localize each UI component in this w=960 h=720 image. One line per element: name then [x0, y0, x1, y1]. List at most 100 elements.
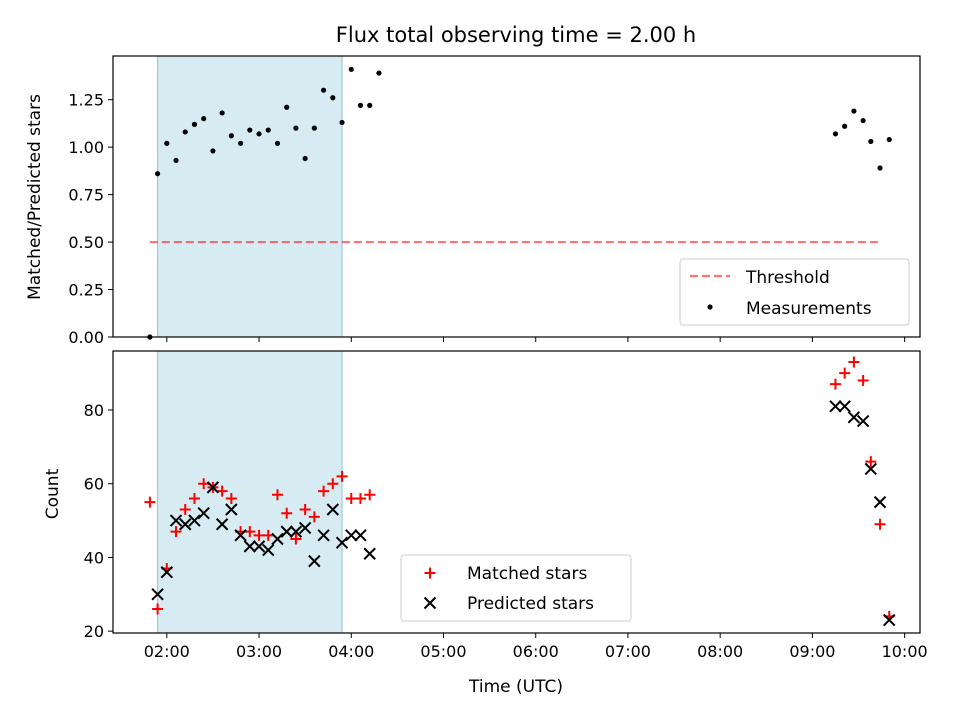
predicted-star-point — [326, 503, 340, 516]
matched-star-point — [216, 485, 228, 497]
measurement-point — [330, 95, 336, 101]
predicted-star-point — [151, 588, 164, 601]
predicted-star-point — [179, 518, 192, 531]
predicted-star-point — [864, 462, 878, 476]
top-y-tick-label: 1.25 — [68, 91, 104, 110]
predicted-star-point — [206, 481, 220, 494]
x-tick-label: 05:00 — [420, 642, 466, 661]
measurement-point — [376, 70, 382, 76]
predicted-star-point — [289, 525, 303, 538]
bottom-series-2 — [151, 400, 896, 627]
predicted-star-point — [317, 529, 330, 542]
predicted-star-point — [308, 554, 321, 568]
matched-star-point — [874, 518, 886, 530]
measurement-point — [154, 171, 161, 177]
measurement-point — [311, 125, 317, 131]
matched-star-point — [829, 378, 841, 390]
measurement-point — [237, 140, 244, 146]
legend-matched-label: Matched stars — [467, 564, 587, 584]
bottom-y-tick-label: 20 — [84, 622, 104, 641]
top-y-tick-label: 0.75 — [68, 186, 104, 205]
legend-predicted-label: Predicted stars — [467, 594, 594, 614]
measurement-point — [886, 136, 892, 143]
matched-star-point — [152, 603, 164, 615]
legend-matched-swatch — [424, 567, 436, 579]
x-axis-label: Time (UTC) — [468, 677, 563, 697]
matched-star-point — [327, 478, 339, 490]
top-axes-frame — [112, 55, 921, 338]
matched-star-point — [857, 374, 869, 386]
predicted-star-point — [225, 503, 238, 516]
measurement-point — [228, 133, 234, 139]
measurement-point — [293, 125, 299, 131]
bottom-y-tick-label: 40 — [84, 548, 104, 567]
measurement-point — [219, 110, 225, 116]
matched-star-point — [170, 526, 182, 538]
x-tick-label: 04:00 — [328, 642, 374, 661]
matched-star-point — [318, 485, 330, 497]
x-tick-label: 08:00 — [697, 642, 743, 661]
measurement-point — [201, 116, 207, 122]
predicted-star-point — [280, 525, 293, 538]
predicted-star-point — [829, 400, 842, 413]
measurement-point — [842, 123, 848, 129]
legend-measurements-label: Measurements — [746, 299, 872, 319]
matched-star-point — [336, 470, 348, 482]
measurement-point — [284, 104, 290, 110]
top-legend-box — [679, 258, 910, 326]
x-tick-label: 10:00 — [882, 642, 928, 661]
legend-measurements-swatch — [707, 304, 713, 310]
measurement-point — [868, 138, 874, 145]
measurement-point — [320, 87, 327, 93]
measurement-point — [851, 108, 857, 114]
matched-star-point — [848, 356, 860, 368]
top-series-1 — [147, 66, 892, 340]
matched-star-point — [839, 367, 851, 379]
matched-star-point — [865, 456, 877, 468]
top-y-tick-label: 0.25 — [68, 281, 104, 300]
predicted-star-point — [298, 521, 312, 535]
x-tick-label: 02:00 — [144, 642, 190, 661]
measurement-point — [274, 140, 281, 146]
measurement-point — [877, 165, 883, 171]
measurement-point — [339, 119, 345, 126]
measurement-point — [348, 66, 354, 72]
predicted-star-point — [883, 613, 896, 627]
legend-predicted-swatch — [423, 596, 437, 610]
bottom-legend: Matched stars Predicted stars — [400, 554, 632, 622]
bottom-legend-box — [400, 554, 632, 622]
x-tick-label: 03:00 — [236, 642, 282, 661]
matched-star-point — [198, 478, 210, 490]
matched-star-point — [345, 492, 357, 504]
measurement-point — [256, 131, 262, 137]
matched-star-point — [144, 496, 156, 508]
matched-star-point — [244, 526, 256, 538]
x-tick-label: 06:00 — [513, 642, 559, 661]
top-y-tick-label: 0.50 — [68, 233, 104, 252]
matched-star-point — [262, 529, 274, 541]
predicted-star-point — [271, 532, 284, 546]
bottom-panel: Count Time (UTC) 20 40 60 80 02:00 03:00 04:00… — [43, 350, 928, 697]
predicted-star-point — [234, 529, 247, 542]
top-y-axis-label: Matched/Predicted stars — [25, 94, 45, 300]
matched-star-point — [281, 507, 293, 519]
predicted-star-point — [856, 414, 870, 428]
predicted-star-point — [363, 547, 376, 560]
predicted-star-point — [252, 540, 266, 553]
matched-star-point — [364, 489, 376, 501]
matched-star-point — [354, 492, 366, 504]
legend-threshold-label: Threshold — [745, 268, 830, 288]
predicted-star-point — [243, 540, 257, 553]
matched-star-point — [271, 489, 283, 501]
predicted-star-point — [169, 514, 183, 527]
predicted-star-point — [215, 518, 229, 531]
predicted-star-point — [160, 565, 174, 579]
measurement-point — [191, 121, 198, 127]
measurement-point — [832, 131, 839, 137]
measurement-point — [247, 127, 253, 133]
predicted-star-point — [335, 536, 349, 549]
measurement-point — [210, 148, 216, 154]
bottom-axes-frame — [112, 350, 921, 634]
matched-star-point — [225, 492, 237, 504]
top-legend: Threshold Measurements — [679, 258, 910, 326]
